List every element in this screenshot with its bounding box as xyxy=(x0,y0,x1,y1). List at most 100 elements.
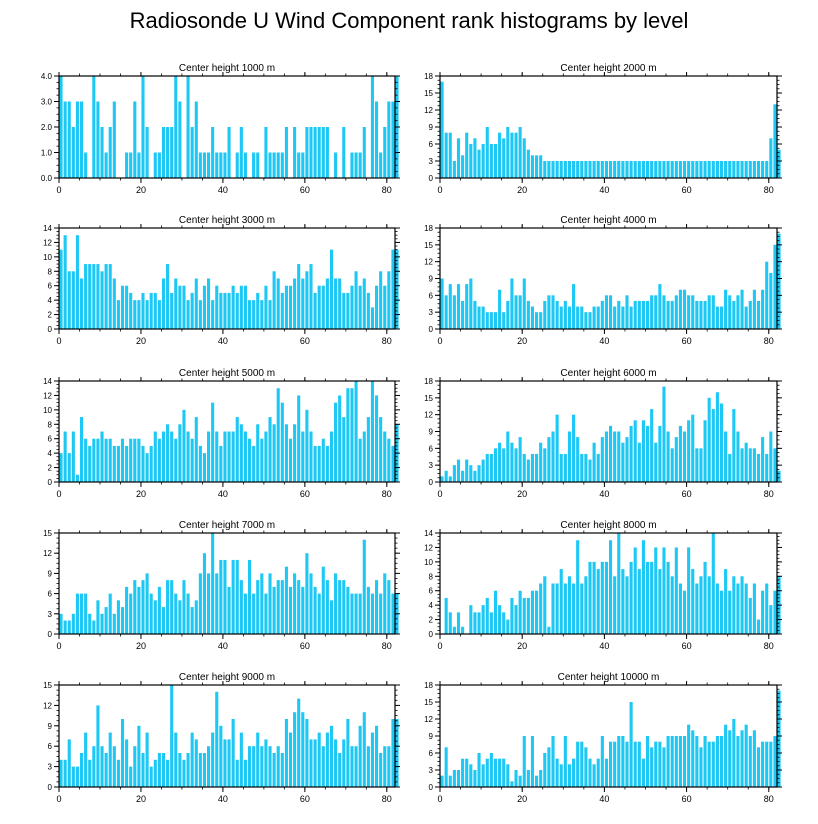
histogram-bar xyxy=(596,453,600,482)
histogram-bar xyxy=(202,553,207,634)
histogram-bar xyxy=(637,300,641,329)
histogram-bar xyxy=(325,445,329,482)
histogram-bar xyxy=(329,725,334,787)
histogram-bar xyxy=(116,300,120,329)
histogram-bar xyxy=(461,758,465,787)
histogram-bar xyxy=(100,746,104,787)
x-tick-label: 80 xyxy=(764,489,774,499)
histogram-bar xyxy=(387,746,391,787)
histogram-bar xyxy=(580,453,584,482)
x-tick-label: 20 xyxy=(517,489,527,499)
x-tick-label: 0 xyxy=(437,185,442,195)
histogram-bar xyxy=(736,161,740,178)
y-tick-label: 18 xyxy=(424,72,433,81)
histogram-bar xyxy=(728,295,732,329)
y-tick-label: 12 xyxy=(424,411,433,420)
histogram-bar xyxy=(740,448,744,482)
histogram-bar xyxy=(219,292,223,329)
histogram-bar xyxy=(354,152,358,178)
histogram-bar xyxy=(711,533,715,634)
histogram-bar xyxy=(728,453,732,482)
histogram-bar xyxy=(338,753,342,787)
histogram-bar xyxy=(334,573,338,634)
histogram-bar xyxy=(149,766,153,787)
histogram-bar xyxy=(535,775,539,787)
histogram-bar xyxy=(559,764,563,787)
histogram-bar xyxy=(63,101,67,178)
histogram-bar xyxy=(752,161,756,178)
y-tick-label: 3 xyxy=(429,461,434,470)
histogram-bar xyxy=(280,402,284,482)
x-tick-label: 40 xyxy=(599,336,609,346)
histogram-bar xyxy=(736,736,740,787)
histogram-bar xyxy=(59,613,63,634)
y-tick-label: 2 xyxy=(429,616,434,625)
histogram-bar xyxy=(682,736,687,787)
histogram-bar xyxy=(576,161,580,178)
histogram-bar xyxy=(186,76,190,178)
histogram-bar xyxy=(280,580,284,634)
histogram-bar xyxy=(703,561,707,634)
histogram-bar xyxy=(498,442,502,482)
histogram-bar xyxy=(387,438,391,482)
histogram-bar xyxy=(116,445,120,482)
histogram-bar xyxy=(444,132,448,178)
histogram-bar xyxy=(227,586,231,634)
y-tick-label: 3 xyxy=(429,308,434,317)
x-tick-label: 80 xyxy=(382,336,392,346)
histogram-bar xyxy=(654,295,658,329)
histogram-bar xyxy=(92,620,96,634)
histogram-bar xyxy=(522,138,526,178)
y-tick-label: 9 xyxy=(429,732,434,741)
histogram-bar xyxy=(231,559,235,634)
histogram-bar xyxy=(321,566,325,634)
histogram-bar xyxy=(309,573,313,634)
histogram-bar xyxy=(366,417,370,482)
histogram-bar xyxy=(342,292,346,329)
histogram-bar xyxy=(526,597,530,634)
x-tick-label: 80 xyxy=(382,794,392,804)
histogram-bar xyxy=(514,448,518,482)
x-tick-label: 60 xyxy=(300,336,310,346)
histogram-bar xyxy=(235,292,239,329)
y-tick-label: 0 xyxy=(429,325,434,334)
histogram-bar xyxy=(354,593,358,634)
histogram-bar xyxy=(465,284,469,329)
histogram-bar xyxy=(498,132,502,178)
histogram-bar xyxy=(137,152,141,178)
histogram-bar xyxy=(724,289,728,329)
histogram-bar xyxy=(489,753,493,787)
histogram-bar xyxy=(678,583,682,634)
histogram-bar xyxy=(362,539,366,634)
histogram-bar xyxy=(153,759,157,787)
histogram-bar xyxy=(707,576,711,634)
histogram-bar xyxy=(711,741,715,787)
y-tick-label: 10 xyxy=(43,406,52,415)
histogram-bar xyxy=(617,161,621,178)
histogram-bar xyxy=(588,459,592,482)
histogram-bar xyxy=(79,593,84,634)
histogram-bar xyxy=(379,271,383,329)
histogram-bar xyxy=(329,431,334,482)
histogram-bar xyxy=(452,626,456,634)
histogram-bar xyxy=(502,448,506,482)
y-tick-label: 14 xyxy=(424,529,433,538)
x-tick-label: 80 xyxy=(764,185,774,195)
histogram-bar xyxy=(186,431,190,482)
x-tick-label: 60 xyxy=(300,794,310,804)
histogram-bar xyxy=(256,152,260,178)
histogram-bar xyxy=(674,437,678,482)
histogram-bar xyxy=(703,161,707,178)
histogram-bar xyxy=(239,285,243,329)
histogram-bar xyxy=(256,732,260,787)
histogram-bar xyxy=(580,306,584,329)
histogram-bar xyxy=(59,759,63,787)
histogram-bar xyxy=(223,292,227,329)
histogram-bar xyxy=(629,561,633,634)
histogram-bar xyxy=(235,152,239,178)
x-tick-label: 40 xyxy=(218,641,228,651)
histogram-bar xyxy=(375,285,379,329)
histogram-bar xyxy=(461,626,465,634)
histogram-bar xyxy=(178,424,182,482)
histogram-bar xyxy=(650,561,654,634)
